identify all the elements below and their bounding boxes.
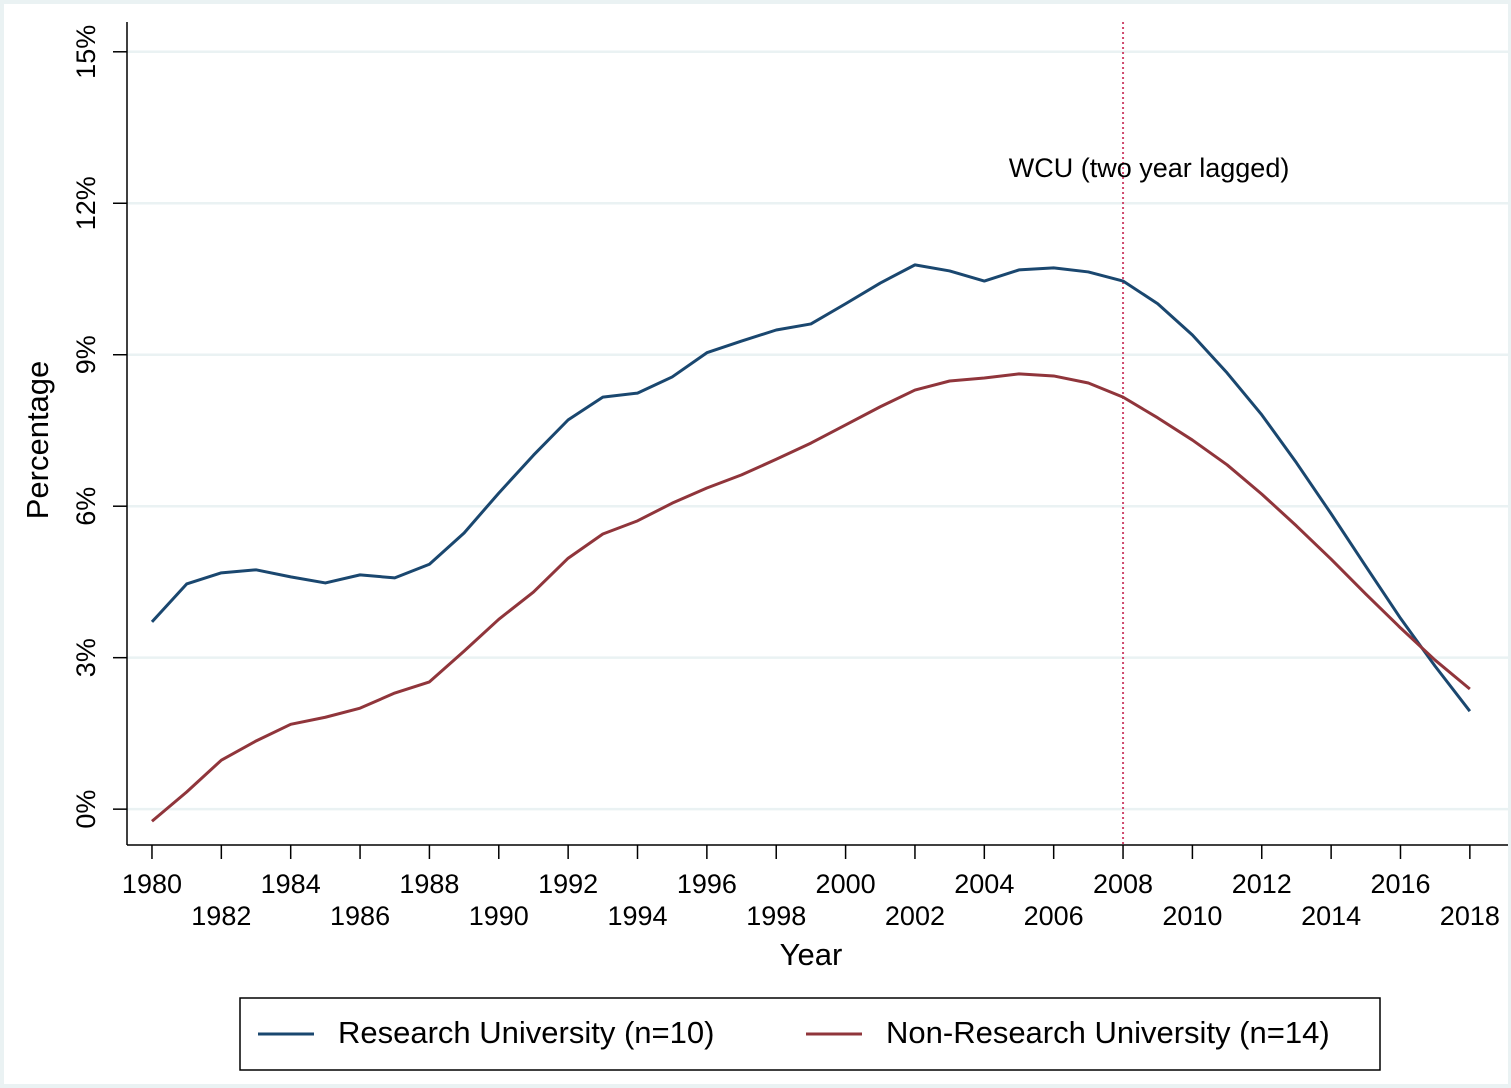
x-tick-label: 2016	[1370, 869, 1430, 899]
x-tick-label: 2008	[1093, 869, 1153, 899]
x-tick-label: 1994	[607, 901, 667, 931]
y-tick-label: 6%	[71, 487, 101, 526]
x-tick-label: 2018	[1440, 901, 1500, 931]
x-tick-label: 1980	[122, 869, 182, 899]
x-tick-label: 1992	[538, 869, 598, 899]
x-tick-label: 1990	[469, 901, 529, 931]
x-tick-label: 2010	[1162, 901, 1222, 931]
x-tick-label: 1988	[399, 869, 459, 899]
y-tick-label: 12%	[71, 176, 101, 230]
x-tick-label: 1982	[191, 901, 251, 931]
x-axis-label: Year	[780, 937, 843, 972]
graph-region	[4, 4, 1508, 1084]
x-tick-label: 1984	[261, 869, 321, 899]
x-tick-label: 2004	[954, 869, 1014, 899]
legend-label: Non-Research University (n=14)	[886, 1015, 1330, 1050]
x-tick-label: 2002	[885, 901, 945, 931]
y-tick-label: 9%	[71, 335, 101, 374]
y-tick-label: 0%	[71, 790, 101, 829]
x-tick-label: 1996	[677, 869, 737, 899]
x-tick-label: 2012	[1232, 869, 1292, 899]
y-tick-label: 3%	[71, 638, 101, 677]
y-axis-label: Percentage	[20, 361, 55, 520]
x-tick-label: 1986	[330, 901, 390, 931]
annotation: WCU (two year lagged)	[1009, 153, 1290, 183]
legend-label: Research University (n=10)	[338, 1015, 714, 1050]
x-tick-label: 2014	[1301, 901, 1361, 931]
x-tick-label: 2006	[1024, 901, 1084, 931]
series-line	[151, 372, 1471, 823]
series-line	[150, 263, 1472, 713]
x-tick-label: 1998	[746, 901, 806, 931]
x-tick-label: 2000	[816, 869, 876, 899]
y-tick-label: 15%	[71, 25, 101, 79]
